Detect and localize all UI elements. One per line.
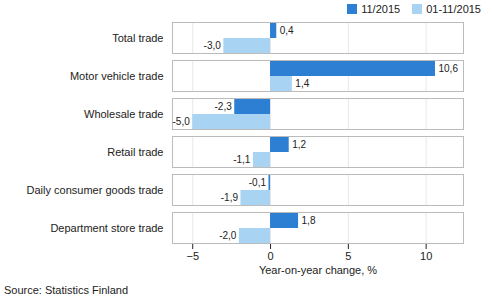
svg-text:-0,1: -0,1	[249, 177, 267, 188]
html-text:11/2015: 11/2015	[361, 3, 401, 15]
svg-text:Daily consumer goods trade: Daily consumer goods trade	[27, 184, 164, 196]
svg-text:10: 10	[420, 250, 432, 262]
svg-text:−5: −5	[186, 250, 199, 262]
html-text:Source: Statistics Finland: Source: Statistics Finland	[4, 284, 129, 296]
svg-text:10,6: 10,6	[438, 63, 458, 74]
svg-text:Department store trade: Department store trade	[50, 222, 163, 234]
svg-text:0,4: 0,4	[280, 25, 294, 36]
svg-text:-3,0: -3,0	[204, 40, 222, 51]
svg-text:Motor vehicle trade: Motor vehicle trade	[70, 70, 164, 82]
svg-text:1,2: 1,2	[292, 139, 306, 150]
svg-text:Total trade: Total trade	[112, 32, 163, 44]
svg-text:-1,1: -1,1	[233, 154, 251, 165]
svg-text:-1,9: -1,9	[221, 192, 239, 203]
svg-text:-2,3: -2,3	[215, 101, 233, 112]
svg-text:1,8: 1,8	[302, 215, 316, 226]
html-text:01-11/2015: 01-11/2015	[426, 3, 481, 15]
svg-text:-2,0: -2,0	[219, 230, 237, 241]
svg-text:Wholesale trade: Wholesale trade	[84, 108, 164, 120]
svg-text:-5,0: -5,0	[172, 116, 190, 127]
svg-text:5: 5	[345, 250, 351, 262]
svg-text:Retail trade: Retail trade	[107, 146, 163, 158]
svg-text:Year-on-year change, %: Year-on-year change, %	[259, 264, 377, 276]
svg-text:0: 0	[267, 250, 273, 262]
svg-text:1,4: 1,4	[295, 78, 309, 89]
